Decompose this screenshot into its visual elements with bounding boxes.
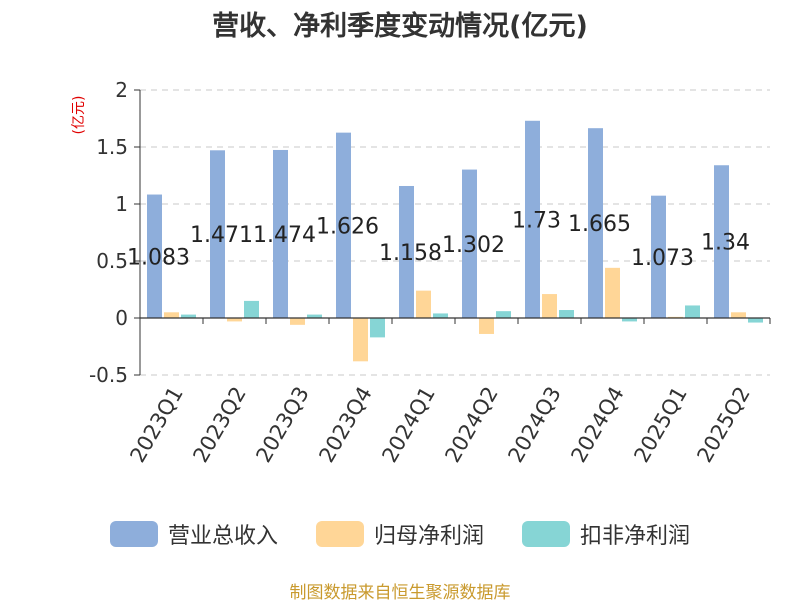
y-tick-label: 0.5 — [96, 249, 128, 273]
bar-series-0 — [714, 165, 729, 318]
x-category-label: 2024Q3 — [503, 383, 565, 467]
x-category-label: 2023Q4 — [314, 383, 376, 467]
bar-series-1 — [479, 318, 494, 334]
data-label: 1.34 — [701, 231, 750, 256]
bar-series-0 — [525, 120, 540, 318]
bar-series-1 — [353, 318, 368, 362]
data-label: 1.471 — [190, 223, 253, 248]
bar-series-2 — [496, 311, 511, 318]
data-label: 1.626 — [316, 214, 379, 239]
bar-series-2 — [685, 305, 700, 318]
bar-series-1 — [605, 267, 620, 318]
data-label: 1.302 — [442, 233, 505, 258]
bar-series-2 — [244, 300, 259, 318]
bar-series-2 — [748, 318, 763, 323]
x-category-label: 2024Q4 — [566, 383, 628, 467]
data-label: 1.665 — [568, 212, 631, 237]
x-category-label: 2023Q2 — [188, 383, 250, 467]
x-category-label: 2023Q1 — [125, 383, 187, 467]
bar-series-0 — [462, 169, 477, 318]
legend-label-deducted-profit: 扣非净利润 — [580, 524, 691, 549]
legend-item-net-profit[interactable]: 归母净利润 — [315, 518, 484, 550]
legend-item-deducted-profit[interactable]: 扣非净利润 — [522, 518, 690, 550]
legend-swatch-revenue — [109, 521, 158, 547]
source-footer: 制图数据来自恒生聚源数据库 — [289, 583, 511, 603]
bar-series-0 — [399, 185, 414, 318]
x-category-label: 2024Q2 — [440, 383, 502, 467]
bar-series-1 — [227, 318, 242, 322]
legend-label-revenue: 营业总收入 — [167, 524, 278, 549]
bar-series-0 — [210, 150, 225, 318]
x-category-label: 2025Q2 — [692, 383, 754, 467]
data-label: 1.158 — [379, 241, 442, 266]
bar-series-2 — [181, 314, 196, 318]
bar-series-0 — [273, 149, 288, 318]
y-tick-label: 1 — [115, 192, 128, 216]
bar-series-0 — [147, 194, 162, 318]
x-category-label: 2025Q1 — [629, 383, 691, 467]
y-tick-label: 2 — [115, 78, 128, 102]
bar-series-2 — [559, 310, 574, 318]
y-tick-label: 1.5 — [96, 135, 128, 159]
bar-series-1 — [416, 290, 431, 318]
x-category-label: 2023Q3 — [251, 383, 313, 467]
bar-series-2 — [433, 313, 448, 318]
bar-series-2 — [307, 314, 322, 318]
data-label: 1.073 — [631, 246, 694, 271]
bar-series-2 — [622, 318, 637, 322]
bar-series-1 — [164, 312, 179, 318]
legend: 营业总收入 归母净利润 扣非净利润 — [0, 518, 800, 550]
bar-series-0 — [588, 128, 603, 318]
legend-swatch-net-profit — [315, 521, 364, 547]
bar-series-1 — [290, 318, 305, 325]
x-category-label: 2024Q1 — [377, 383, 439, 467]
bar-series-1 — [731, 312, 746, 318]
legend-swatch-deducted-profit — [522, 521, 570, 547]
y-tick-label: -0.5 — [89, 363, 128, 387]
chart-title: 营收、净利季度变动情况(亿元) — [212, 11, 588, 42]
y-axis-label: (亿元) — [71, 96, 87, 135]
y-tick-label: 0 — [115, 306, 128, 330]
legend-item-revenue[interactable]: 营业总收入 — [109, 518, 278, 550]
data-label: 1.474 — [253, 223, 316, 248]
bar-series-0 — [651, 195, 666, 318]
data-label: 1.73 — [512, 208, 561, 233]
bar-series-1 — [542, 294, 557, 318]
bar-series-0 — [336, 132, 351, 318]
data-label: 1.083 — [127, 245, 190, 270]
bar-series-2 — [370, 318, 385, 338]
legend-label-net-profit: 归母净利润 — [373, 524, 484, 549]
